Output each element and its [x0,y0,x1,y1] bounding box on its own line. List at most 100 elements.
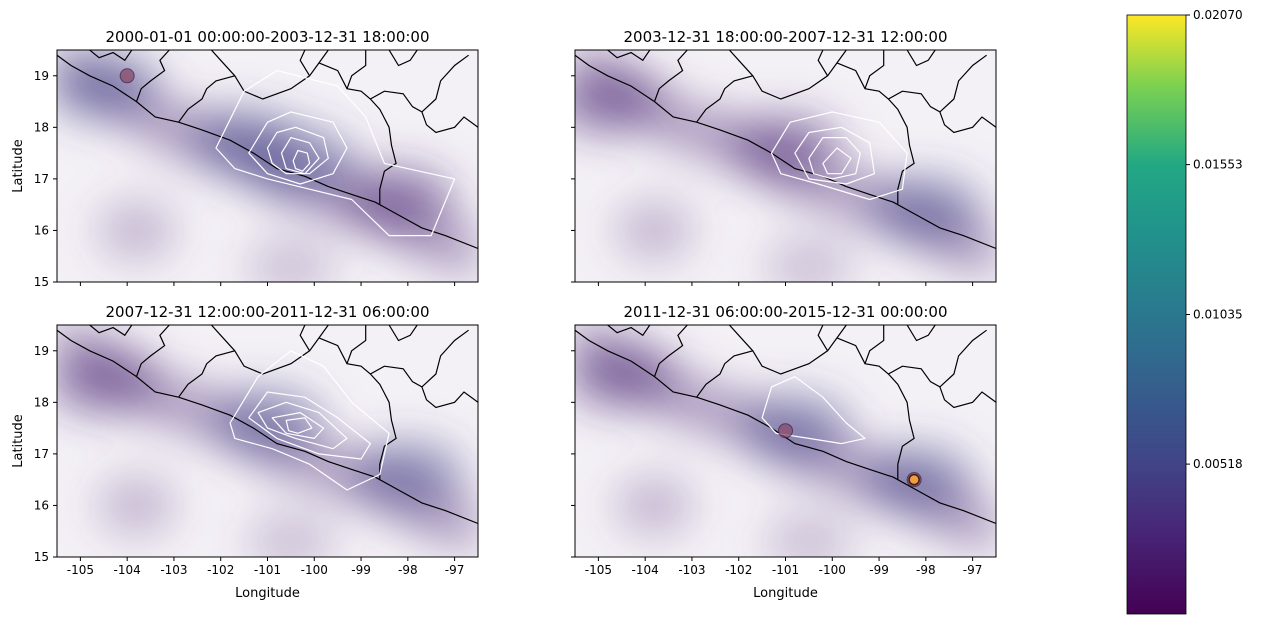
map-area [575,50,996,282]
x-tick-label: -101 [772,563,799,577]
map-panel-2: 2003-12-31 18:00:00-2007-12-31 12:00:00 [571,28,997,286]
y-axis-label: Latitude [11,139,26,193]
state-border [421,386,478,409]
x-tick-label: -103 [160,563,187,577]
y-tick-label: 15 [34,550,49,564]
state-border [346,325,367,364]
x-tick-label: -99 [351,563,371,577]
density-peak [870,177,981,242]
state-border [836,62,915,205]
density-peak [57,349,159,414]
density-peak [763,513,854,557]
density-contour [794,126,876,185]
x-tick-label: -102 [725,563,752,577]
x-axis-label: Longitude [235,586,300,601]
density-contour [266,126,329,175]
density-contour [770,111,908,201]
density-contour [285,417,313,434]
coastline [57,329,478,525]
density-peak [730,115,841,180]
density-contour [248,391,371,460]
map-area [575,325,996,557]
state-border [89,325,133,337]
density-contour [808,137,861,180]
y-tick-label: 15 [34,275,49,289]
state-border [728,50,754,77]
density-contour [215,69,456,237]
state-border [817,50,829,77]
density-peak [575,344,677,409]
state-border [318,337,397,480]
x-tick-label: -102 [207,563,234,577]
state-border [728,325,754,352]
x-tick-label: -104 [632,563,659,577]
state-border [939,386,996,409]
state-border [388,50,418,67]
density-peak [614,200,695,261]
y-tick-label: 19 [34,69,49,83]
density-peak [245,131,356,196]
density-peak [57,54,159,119]
y-tick-label: 18 [34,395,49,409]
x-tick-label: -105 [67,563,94,577]
density-contour [271,412,325,439]
x-tick-label: -105 [585,563,612,577]
state-border [906,325,936,342]
density-contour [292,149,311,172]
density-contour [229,350,390,491]
state-border [135,50,170,102]
hotspot-core [908,473,920,486]
density-peak [245,513,336,557]
colorbar-tick-label: 0.02070 [1193,8,1243,22]
state-border [346,50,367,89]
density-haze [575,50,996,282]
state-border [388,325,418,342]
panel-title: 2011-12-31 06:00:00-2015-12-31 00:00:00 [623,303,947,321]
colorbar-tick-label: 0.01553 [1193,158,1243,172]
hotspot-marker [119,68,135,84]
x-tick-label: -97 [963,563,983,577]
state-border [299,325,311,352]
hotspot-marker [906,472,922,488]
density-peak [614,475,695,536]
y-tick-label: 17 [34,172,49,186]
x-tick-label: -100 [819,563,846,577]
density-contour [822,147,852,175]
density-peak [245,238,336,282]
y-tick-label: 18 [34,120,49,134]
colorbar-gradient [1126,14,1187,615]
density-contour [248,111,348,185]
x-tick-label: -101 [254,563,281,577]
y-tick-label: 19 [34,344,49,358]
state-border [210,50,236,77]
hotspot-ring [778,423,793,439]
x-axis-label: Longitude [753,586,818,601]
density-contour [257,401,348,450]
density-haze [57,50,478,282]
state-border [864,50,885,89]
y-tick-label: 16 [34,223,49,237]
density-peak [212,390,323,455]
y-tick-label: 16 [34,498,49,512]
state-border [939,111,996,134]
x-tick-label: -104 [114,563,141,577]
x-tick-label: -103 [678,563,705,577]
density-peak [763,238,854,282]
x-tick-label: -98 [398,563,418,577]
density-peak [739,396,850,461]
state-border [89,50,133,62]
state-border [421,111,478,134]
hotspot-ring [119,68,135,84]
state-border [135,325,170,377]
panel-title: 2000-01-01 00:00:00-2003-12-31 18:00:00 [105,28,429,46]
density-peak [96,475,177,536]
state-border [836,337,915,480]
state-border [210,325,236,352]
state-border [817,325,829,352]
state-border [864,325,885,364]
colorbar: 0.00518 0.01035 0.01553 0.02070 [1126,8,1243,615]
map-area [57,325,478,557]
density-peak [575,69,663,134]
density-haze [575,325,996,557]
